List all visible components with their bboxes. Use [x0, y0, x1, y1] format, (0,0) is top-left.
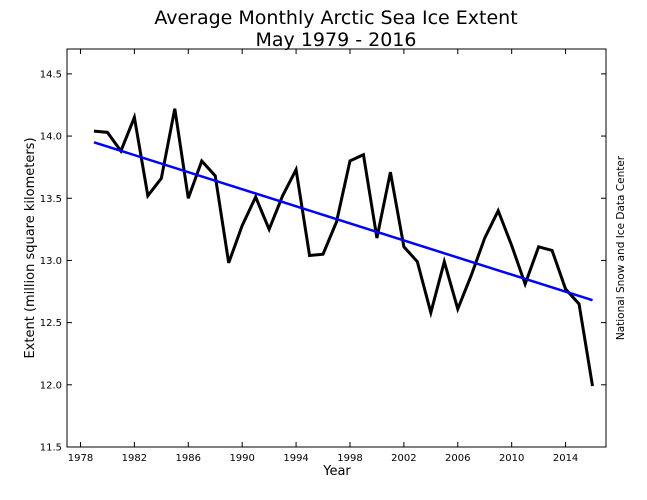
y-axis-label: Extent (million square kilometers) [23, 137, 38, 358]
x-tick-label: 1986 [176, 453, 201, 464]
x-axis-ticks: 1978 1982 1986 1990 1994 1998 2002 2006 2010 2014 [68, 49, 578, 464]
y-tick-label: 12.5 [40, 318, 62, 329]
x-tick-label: 2006 [445, 453, 470, 464]
y-axis-ticks: 11.5 12.0 12.5 13.0 13.5 14.0 14.5 [40, 69, 606, 454]
y-tick-label: 13.0 [40, 256, 62, 267]
x-axis-label: Year [322, 464, 351, 479]
x-tick-label: 1998 [337, 453, 362, 464]
x-tick-label: 1978 [68, 453, 93, 464]
x-tick-label: 1994 [283, 453, 308, 464]
plot-frame [66, 48, 607, 448]
y-tick-label: 13.5 [40, 194, 62, 205]
plot-series [93, 108, 595, 387]
x-tick-label: 1990 [229, 453, 254, 464]
y-tick-label: 14.5 [40, 69, 62, 80]
credit-label: National Snow and Ice Data Center [615, 155, 627, 340]
x-tick-label: 2002 [391, 453, 416, 464]
sea-ice-extent-line [93, 108, 595, 387]
y-tick-label: 14.0 [40, 132, 62, 143]
y-tick-label: 12.0 [40, 380, 62, 391]
x-tick-label: 2010 [499, 453, 524, 464]
trend-line [93, 141, 593, 302]
y-tick-label: 11.5 [40, 443, 62, 454]
chart-subtitle: May 1979 - 2016 [256, 29, 417, 51]
x-tick-label: 2014 [553, 453, 578, 464]
x-tick-label: 1982 [122, 453, 147, 464]
chart-title: Average Monthly Arctic Sea Ice Extent [154, 7, 517, 29]
